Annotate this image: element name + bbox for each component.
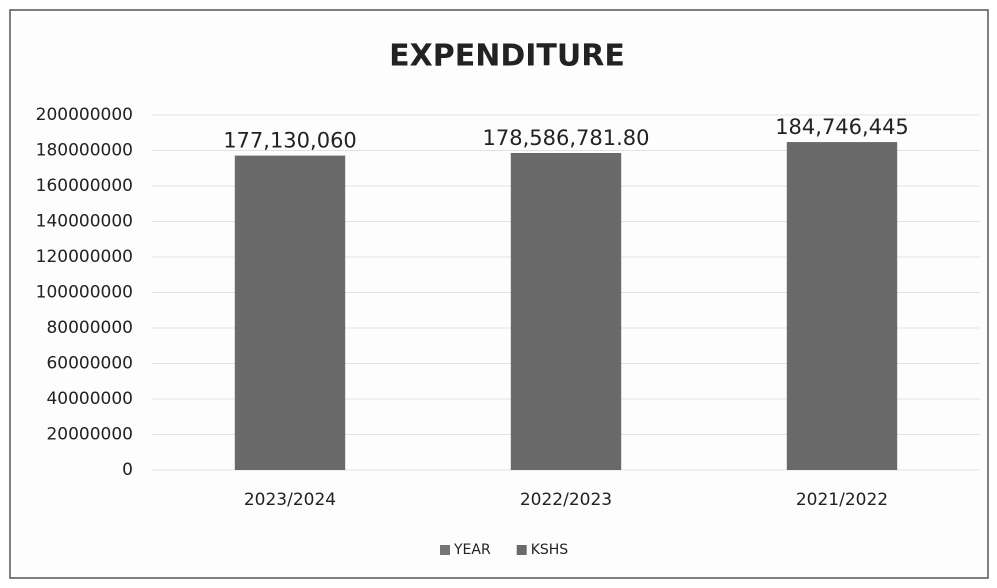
y-tick-label: 80000000 xyxy=(46,318,133,338)
bar xyxy=(234,155,346,470)
legend-swatch xyxy=(516,545,527,555)
x-tick-label: 2021/2022 xyxy=(796,490,888,510)
x-tick-label: 2022/2023 xyxy=(520,490,612,510)
data-label: 178,586,781.80 xyxy=(483,126,650,150)
y-tick-label: 40000000 xyxy=(46,389,133,409)
legend-label: YEAR xyxy=(453,542,491,558)
bar xyxy=(510,153,622,470)
bar xyxy=(786,142,898,470)
legend-label: KSHS xyxy=(531,542,569,558)
data-label: 184,746,445 xyxy=(775,115,909,139)
y-tick-label: 60000000 xyxy=(46,354,133,374)
legend-swatch xyxy=(440,545,450,555)
y-tick-label: 200000000 xyxy=(36,105,133,125)
y-tick-label: 160000000 xyxy=(36,176,133,196)
y-tick-label: 100000000 xyxy=(36,283,133,303)
x-tick-label: 2023/2024 xyxy=(244,490,336,510)
y-tick-label: 120000000 xyxy=(36,247,133,267)
y-tick-label: 140000000 xyxy=(36,212,133,232)
y-tick-label: 20000000 xyxy=(46,425,133,445)
chart-title: EXPENDITURE xyxy=(389,39,625,74)
y-tick-label: 180000000 xyxy=(36,141,133,161)
y-tick-label: 0 xyxy=(122,460,133,480)
data-label: 177,130,060 xyxy=(223,129,357,153)
